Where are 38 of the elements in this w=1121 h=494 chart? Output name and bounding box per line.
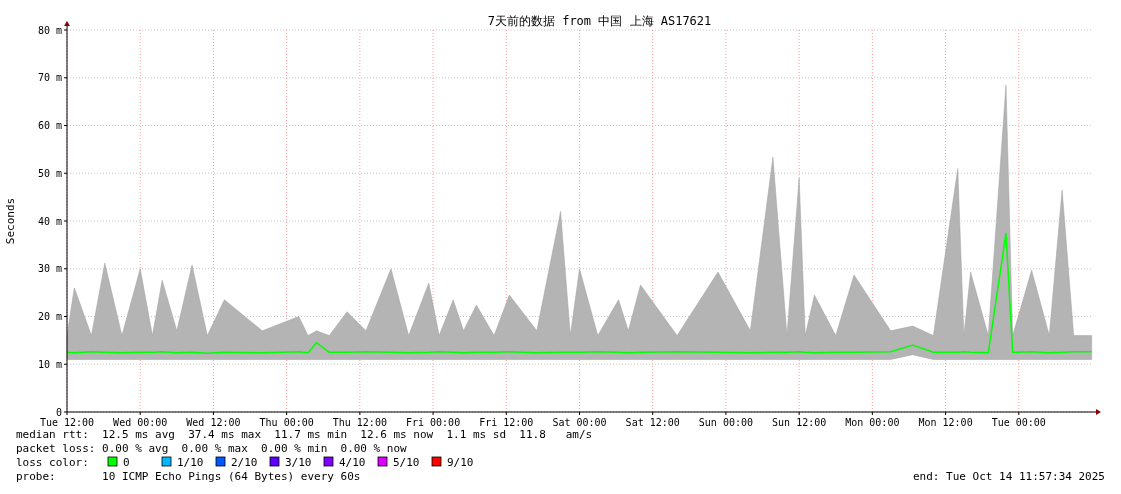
legend-label: 1/10	[177, 456, 204, 469]
x-tick-label: Sun 12:00	[772, 417, 827, 428]
text: probe: 10 ICMP Echo Pings (64 Bytes) every 60s	[16, 470, 361, 483]
y-tick-label: 20 m	[37, 311, 62, 322]
x-tick-label: Sat 12:00	[625, 417, 680, 428]
y-tick-label: 70 m	[37, 72, 62, 84]
legend-label: 0	[123, 456, 130, 469]
x-tick-label: Mon 12:00	[918, 417, 973, 428]
x-tick-label: Wed 12:00	[186, 417, 241, 428]
legend-label: 3/10	[285, 456, 312, 469]
y-tick-label: 0	[55, 406, 62, 418]
text: end: Tue Oct 14 11:57:34 2025	[912, 470, 1105, 483]
legend-label: 5/10	[393, 456, 420, 469]
text: packet loss: 0.00 % avg 0.00 % max 0.00 % min 0.00 % now	[16, 442, 408, 455]
chart-title: 7天前的数据 from 中国 上海 AS17621	[487, 14, 712, 28]
y-tick-label: 50 m	[37, 167, 62, 179]
y-tick-label: 40 m	[37, 215, 62, 227]
legend-label: 4/10	[339, 456, 366, 469]
x-tick-label: Sun 00:00	[698, 417, 754, 428]
legend-label: 9/10	[447, 456, 474, 469]
line-series	[66, 232, 1093, 355]
x-tick-label: Sat 00:00	[552, 417, 607, 428]
y-tick-label: 30 m	[37, 263, 62, 275]
legend-title: loss color:	[16, 456, 89, 469]
text: median rtt: 12.5 ms avg 37.4 ms max 11.7 ms min 12.6 ms now 1.1 ms sd 11.8 am/s	[16, 428, 593, 441]
x-tick-label: Fri 00:00	[405, 417, 461, 428]
x-tick-label: Wed 00:00	[113, 417, 168, 428]
x-tick-label: Tue 12:00	[39, 417, 95, 428]
x-tick-label: Mon 00:00	[845, 417, 900, 428]
x-tick-label: Thu 00:00	[259, 417, 314, 428]
y-tick-label: 80 m	[37, 24, 62, 36]
y-tick-label: 10 m	[37, 358, 62, 370]
x-tick-label: Fri 12:00	[479, 417, 534, 428]
x-tick-label: Tue 00:00	[991, 417, 1046, 428]
y-tick-label: 60 m	[37, 120, 62, 131]
x-tick-label: Thu 12:00	[332, 417, 387, 428]
y-axis-title: Seconds	[4, 197, 17, 245]
legend-label: 2/10	[231, 456, 258, 469]
